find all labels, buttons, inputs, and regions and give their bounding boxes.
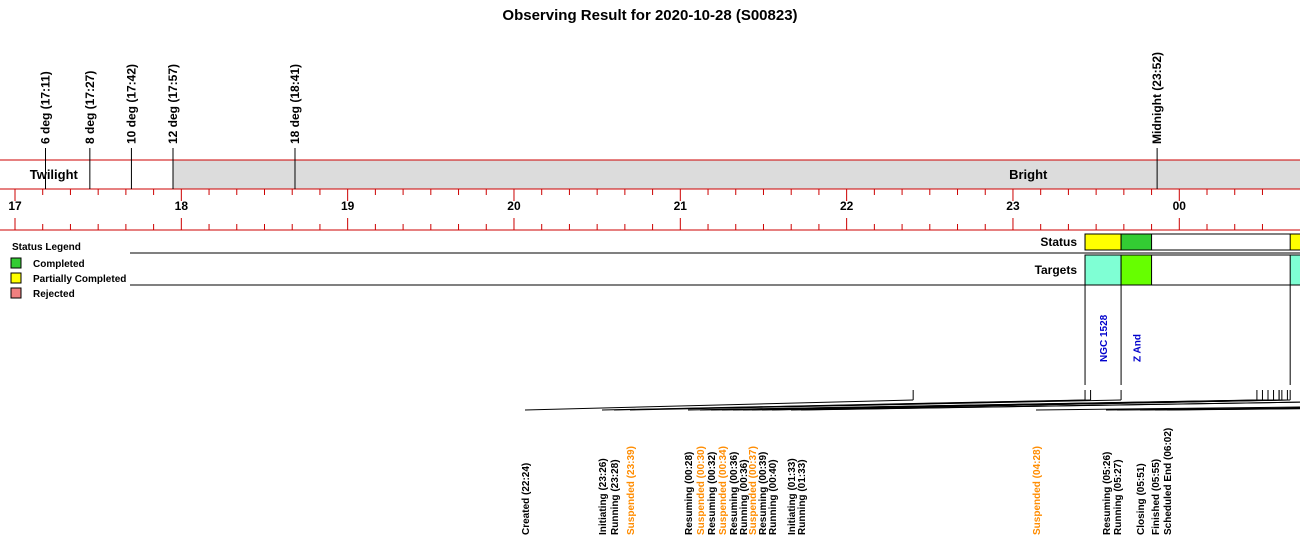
target-block-ngc-1528	[1084, 254, 1122, 286]
target-label: NGC 1528	[1099, 314, 1110, 362]
event-connector	[800, 401, 1300, 411]
event-markers: Created (22:24) Initiating (23:26) Running…	[521, 390, 1300, 535]
legend-item-label: Rejected	[33, 289, 75, 300]
time-mark-label: 10 deg (17:42)	[124, 64, 138, 144]
time-mark-label: 8 deg (17:27)	[83, 71, 97, 144]
period-bright	[172, 159, 1300, 190]
hour-label: 23	[1006, 199, 1020, 213]
time-mark-label: 6 deg (17:11)	[38, 71, 52, 144]
hour-label: 22	[840, 199, 854, 213]
event-label: Suspended (23:39)	[626, 446, 637, 535]
hour-label: 18	[175, 199, 189, 213]
night-periods-band: TwilightBrightDarkestGreyTwilight	[0, 159, 1300, 190]
target-block-ngc-772	[1289, 254, 1300, 286]
period-label: Twilight	[30, 167, 79, 182]
legend-swatch-completed	[10, 257, 22, 269]
time-marks: Moonrise (16:19)Sunset (16:31)6 deg (17:…	[38, 52, 1164, 189]
period-label: Bright	[1009, 167, 1048, 182]
legend-title: Status Legend	[12, 242, 81, 253]
hour-axis: 171819202122230001020304050607	[0, 189, 1300, 231]
hour-label: 17	[8, 199, 22, 213]
event-label: Running (00:40)	[768, 459, 779, 535]
event-connector	[629, 399, 1122, 411]
time-mark-label: Midnight (23:52)	[1150, 52, 1164, 144]
status-row-label: Status	[1040, 235, 1077, 249]
hour-label: 19	[341, 199, 355, 213]
event-label: Suspended (00:37)	[748, 446, 759, 535]
target-label: Z And	[1132, 334, 1143, 362]
event-label: Suspended (00:34)	[718, 446, 729, 535]
status-block-partial	[1289, 233, 1300, 251]
event-label: Initiating (23:26)	[598, 458, 609, 535]
event-label: Finished (05:55)	[1151, 459, 1162, 535]
event-label: Resuming (00:28)	[684, 452, 695, 535]
time-mark-label: 18 deg (18:41)	[288, 64, 302, 144]
period-twilight	[0, 159, 174, 190]
event-label: Running (05:27)	[1113, 459, 1124, 535]
event-connector	[1035, 406, 1300, 411]
event-label: Resuming (00:32)	[707, 452, 718, 535]
event-label: Scheduled End (06:02)	[1163, 428, 1174, 535]
event-label: Suspended (04:28)	[1032, 446, 1043, 535]
event-label: Resuming (00:39)	[758, 452, 769, 535]
hour-label: 00	[1173, 199, 1187, 213]
target-block-z-and	[1120, 254, 1153, 286]
legend-item-label: Completed	[33, 259, 85, 270]
event-connector	[524, 399, 914, 411]
status-block-partial	[1084, 233, 1122, 251]
time-mark-label: 12 deg (17:57)	[166, 64, 180, 144]
event-label: Running (23:28)	[610, 459, 621, 535]
chart-title: Observing Result for 2020-10-28 (S00823)	[502, 7, 797, 24]
event-label: Resuming (05:26)	[1102, 452, 1113, 535]
event-label: Running (01:33)	[797, 459, 808, 535]
event-label: Closing (05:51)	[1136, 463, 1147, 535]
event-label: Initiating (01:33)	[787, 458, 798, 535]
event-connector	[771, 399, 1291, 411]
event-label: Resuming (00:36)	[729, 452, 740, 535]
targets-row-label: Targets	[1035, 263, 1078, 277]
event-label: Running (00:36)	[739, 459, 750, 535]
status-block-completed	[1120, 233, 1153, 251]
hour-label: 21	[674, 199, 688, 213]
legend-swatch-partially-completed	[10, 272, 22, 284]
event-label: Created (22:24)	[521, 463, 532, 535]
hour-label: 20	[507, 199, 521, 213]
legend-swatch-rejected	[10, 287, 22, 299]
status-legend: Status Legend Completed Partially Complete…	[10, 242, 126, 300]
legend-item-label: Partially Completed	[33, 274, 126, 285]
event-label: Suspended (00:30)	[696, 446, 707, 535]
